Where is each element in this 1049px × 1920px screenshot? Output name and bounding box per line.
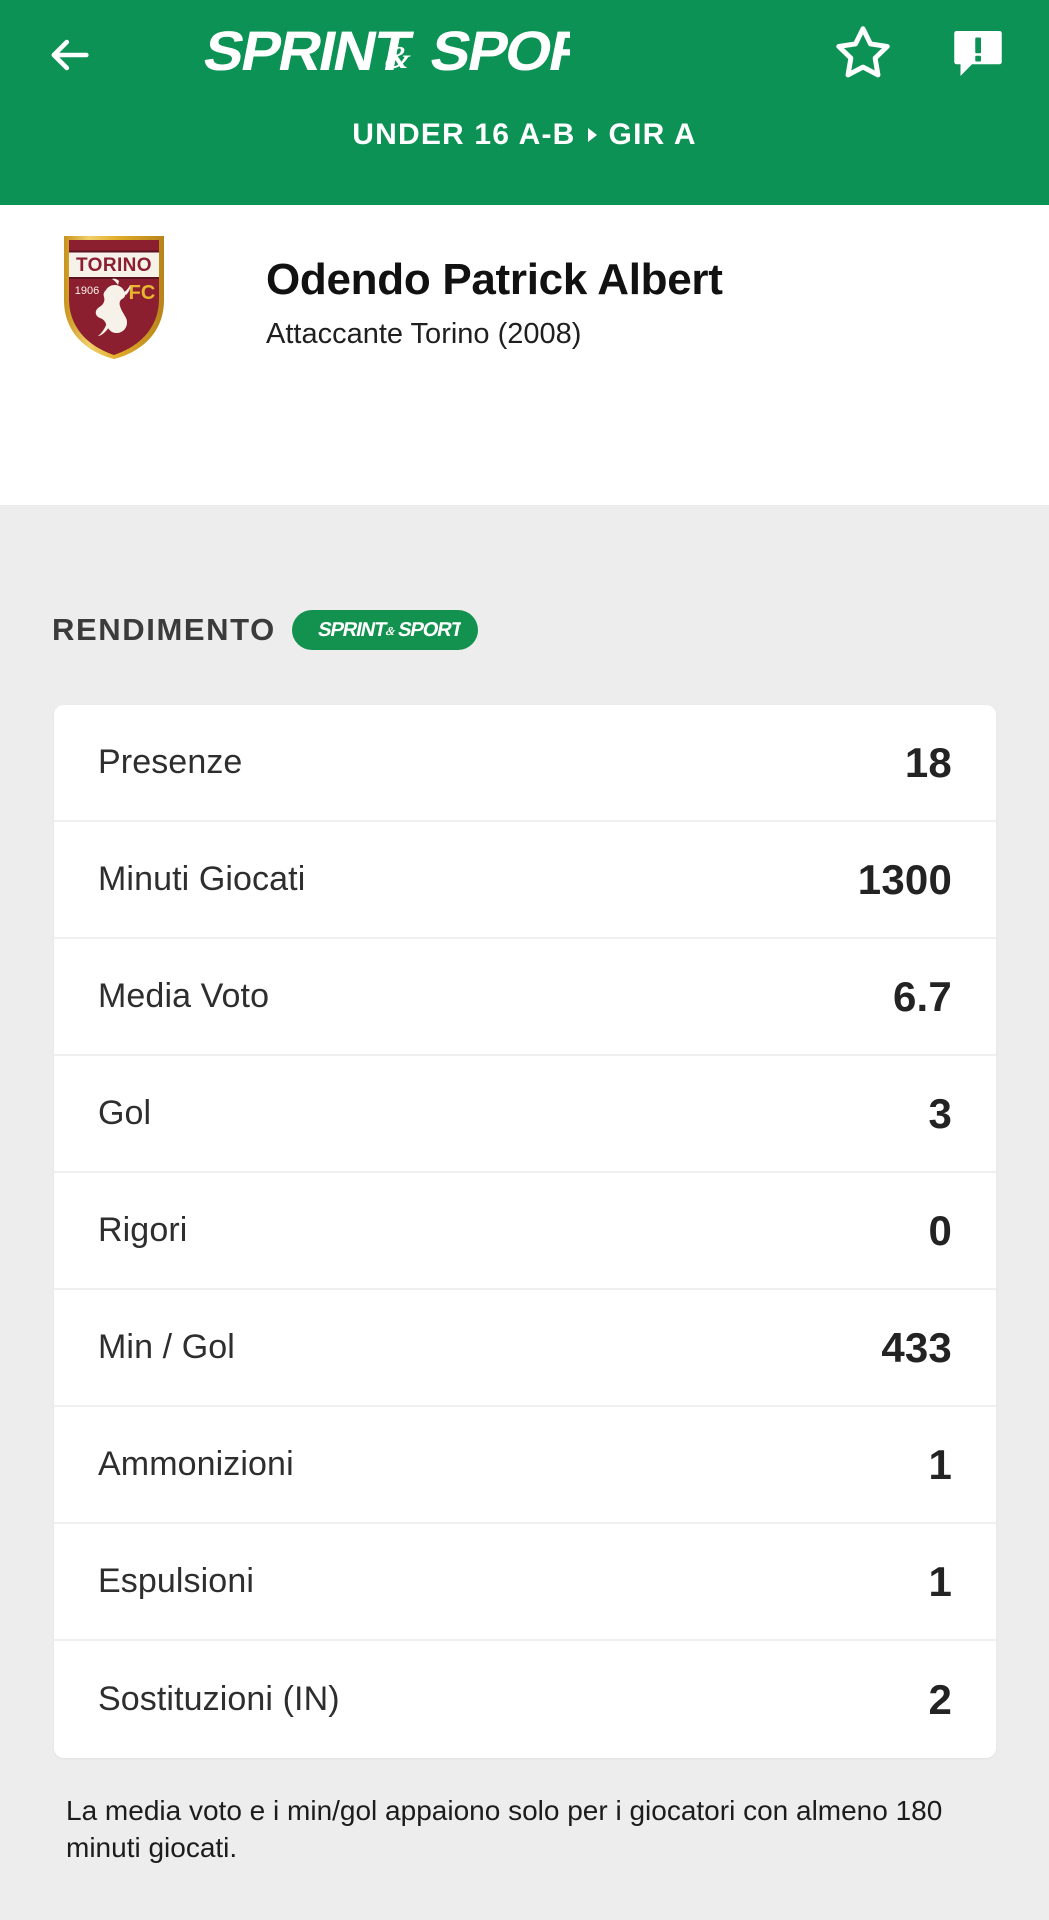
favorite-button[interactable] [826,16,900,90]
stat-value: 1 [928,1440,952,1488]
sprint-e-sport-badge-icon: SPRINT SPRINT & SPORT SPORT [316,619,461,642]
chevron-right-icon [587,128,597,142]
stat-value: 0 [928,1206,952,1254]
table-row: Presenze 18 [54,705,996,822]
app-header: SPRINT SPRINT & SPORT SPORT UNDER 16 A-B… [0,0,1049,205]
stat-label: Ammonizioni [98,1445,294,1483]
stat-value: 1300 [857,855,952,903]
stat-label: Espulsioni [98,1562,254,1600]
svg-text:SPORT: SPORT [396,619,461,641]
stat-label: Media Voto [98,977,270,1015]
sprint-e-sport-wordmark-icon: SPRINT SPRINT & SPORT SPORT [199,21,570,90]
report-speech-bubble-icon [954,31,1002,76]
player-role-club-year: Attaccante Torino (2008) [266,318,582,350]
svg-text:SPRINT: SPRINT [318,621,391,642]
svg-text:FC: FC [129,282,156,304]
table-row: Espulsioni 1 [54,1524,996,1641]
club-crest: TORINO 1906 FC [62,235,166,359]
table-row: Rigori 0 [54,1173,996,1290]
svg-text:SPRINT: SPRINT [199,21,417,83]
breadcrumb-category: UNDER 16 A-B [352,118,576,151]
footnote: La media voto e i min/gol appaiono solo … [66,1795,943,1863]
stat-value: 18 [904,738,952,786]
stat-value: 1 [928,1557,952,1605]
stat-value: 3 [928,1089,952,1137]
table-row: Sostituzioni (IN) 2 [54,1641,996,1758]
stat-value: 6.7 [893,972,952,1020]
torino-fc-crest-icon: TORINO 1906 FC [64,236,164,359]
stat-label: Min / Gol [98,1328,235,1366]
table-row: Minuti Giocati 1300 [54,822,996,939]
stat-value: 2 [928,1675,952,1723]
arrow-left-icon [51,39,89,71]
performance-section: RENDIMENTO SPRINT SPRINT & SPORT SPORT P… [0,505,1049,1920]
stat-label: Sostituzioni (IN) [98,1680,340,1718]
star-outline-icon [836,26,890,78]
brand-logo[interactable]: SPRINT SPRINT & SPORT SPORT [180,6,570,100]
stat-label: Minuti Giocati [98,860,306,898]
stat-label: Gol [98,1094,152,1132]
section-header: RENDIMENTO SPRINT SPRINT & SPORT SPORT [52,610,478,650]
report-button[interactable] [941,16,1015,90]
stats-table: Presenze 18 Minuti Giocati 1300 Media Vo… [54,705,996,1758]
table-row: Ammonizioni 1 [54,1407,996,1524]
player-name: Odendo Patrick Albert [266,255,723,304]
svg-text:SPORT: SPORT [398,621,461,642]
table-row: Min / Gol 433 [54,1290,996,1407]
svg-text:&: & [385,624,398,638]
stat-value: 433 [881,1323,952,1371]
svg-text:1906: 1906 [75,285,99,297]
svg-text:TORINO: TORINO [76,255,152,276]
sprint-sport-badge: SPRINT SPRINT & SPORT SPORT [291,610,478,650]
breadcrumb: UNDER 16 A-B GIR A [0,118,1049,152]
stat-label: Presenze [98,743,243,781]
section-title: RENDIMENTO [52,612,276,647]
svg-text:SPORT: SPORT [426,21,570,83]
svg-text:SPORT: SPORT [430,25,570,87]
breadcrumb-group: GIR A [608,118,697,151]
table-row: Gol 3 [54,1056,996,1173]
stat-label: Rigori [98,1211,188,1249]
svg-text:SPRINT: SPRINT [203,25,421,87]
back-button[interactable] [36,22,102,88]
table-row: Media Voto 6.7 [54,939,996,1056]
player-header-card: TORINO 1906 FC Odendo Patrick Albert Att… [0,205,1049,505]
svg-text:SPRINT: SPRINT [316,619,389,641]
